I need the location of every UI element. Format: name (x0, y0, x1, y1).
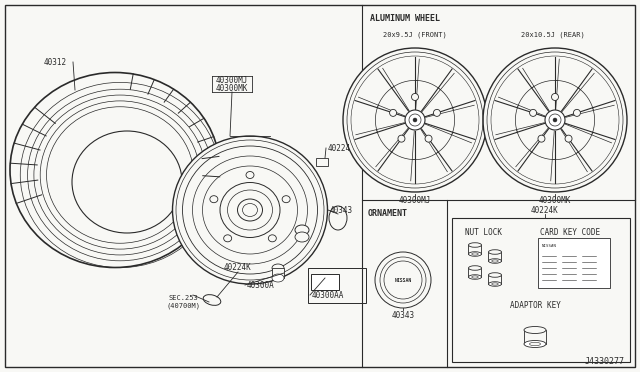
Text: 40224K: 40224K (224, 263, 252, 273)
Text: 40300MK: 40300MK (539, 196, 571, 205)
Bar (316, 158, 328, 166)
Circle shape (483, 48, 627, 192)
Text: CARD KEY CODE: CARD KEY CODE (540, 228, 600, 237)
Circle shape (433, 109, 440, 116)
Circle shape (553, 118, 557, 122)
Ellipse shape (488, 259, 502, 263)
Circle shape (412, 93, 419, 100)
Text: ALUMINUM WHEEL: ALUMINUM WHEEL (370, 13, 440, 22)
Text: NISSAN: NISSAN (542, 244, 557, 248)
Ellipse shape (272, 264, 284, 272)
Circle shape (545, 110, 565, 130)
Ellipse shape (524, 327, 546, 334)
Text: (40700M): (40700M) (166, 303, 200, 309)
Bar (311, 274, 339, 290)
Circle shape (343, 48, 487, 192)
Ellipse shape (492, 283, 499, 285)
Ellipse shape (237, 199, 262, 221)
Ellipse shape (72, 131, 182, 233)
Ellipse shape (468, 243, 481, 247)
Ellipse shape (295, 225, 309, 235)
Circle shape (413, 118, 417, 122)
Circle shape (529, 109, 536, 116)
Text: NUT LOCK: NUT LOCK (465, 228, 502, 237)
Text: 20x10.5J (REAR): 20x10.5J (REAR) (521, 32, 585, 38)
Ellipse shape (204, 295, 221, 305)
Ellipse shape (272, 274, 284, 282)
Bar (538, 238, 610, 288)
Circle shape (398, 135, 405, 142)
Bar (308, 268, 366, 303)
Bar (452, 218, 630, 362)
Ellipse shape (246, 171, 254, 179)
Circle shape (552, 93, 559, 100)
Ellipse shape (468, 275, 481, 279)
Text: 20x9.5J (FRONT): 20x9.5J (FRONT) (383, 32, 447, 38)
Ellipse shape (220, 183, 280, 237)
Circle shape (565, 135, 572, 142)
Bar (488, 275, 502, 284)
Ellipse shape (488, 250, 502, 254)
Ellipse shape (468, 266, 481, 270)
Ellipse shape (173, 136, 328, 284)
Circle shape (390, 109, 397, 116)
Bar (468, 245, 481, 254)
Text: ORNAMENT: ORNAMENT (368, 208, 408, 218)
Ellipse shape (223, 235, 232, 242)
Bar (524, 330, 546, 344)
Circle shape (405, 110, 425, 130)
Ellipse shape (329, 206, 347, 230)
Circle shape (538, 135, 545, 142)
Text: 40300A: 40300A (247, 280, 275, 289)
Text: ADAPTOR KEY: ADAPTOR KEY (509, 301, 561, 310)
Text: 40300MJ: 40300MJ (216, 76, 248, 84)
Ellipse shape (295, 232, 309, 242)
Ellipse shape (472, 253, 478, 255)
Text: SEC.253: SEC.253 (168, 295, 198, 301)
Bar (272, 268, 284, 278)
Text: 40224K: 40224K (531, 205, 559, 215)
Ellipse shape (472, 276, 478, 278)
Text: 40343: 40343 (330, 205, 353, 215)
Text: 40312: 40312 (44, 58, 67, 67)
Text: J4330277: J4330277 (585, 357, 625, 366)
Ellipse shape (282, 196, 290, 203)
Circle shape (573, 109, 580, 116)
Text: 40300MK: 40300MK (216, 83, 248, 93)
Bar (468, 268, 481, 277)
Text: 40224: 40224 (328, 144, 351, 153)
Ellipse shape (524, 340, 546, 347)
Circle shape (425, 135, 432, 142)
Text: 40343: 40343 (392, 311, 415, 320)
Text: NISSAN: NISSAN (394, 278, 412, 282)
Bar (488, 252, 502, 261)
Ellipse shape (492, 260, 499, 262)
Ellipse shape (488, 273, 502, 277)
Text: 40300AA: 40300AA (312, 291, 344, 299)
Ellipse shape (468, 252, 481, 256)
Ellipse shape (488, 282, 502, 286)
Ellipse shape (210, 196, 218, 203)
Ellipse shape (529, 342, 541, 346)
Ellipse shape (268, 235, 276, 242)
Text: 40300MJ: 40300MJ (399, 196, 431, 205)
